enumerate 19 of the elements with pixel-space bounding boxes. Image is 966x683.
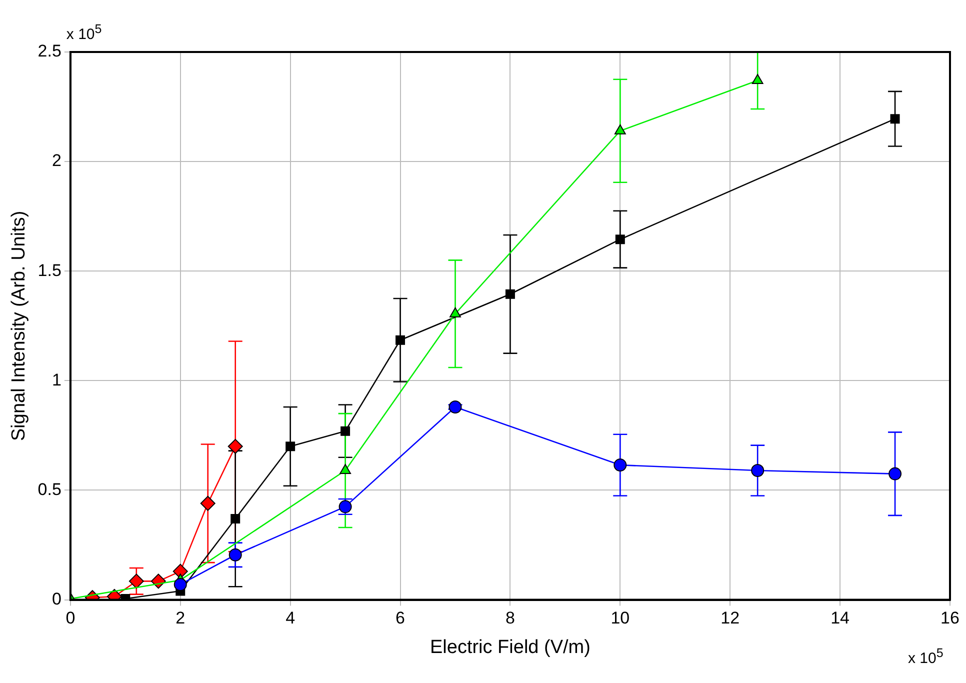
x-tick-label: 0 (66, 608, 76, 628)
x-tick-label: 14 (830, 608, 850, 628)
y-tick-label: 1 (52, 370, 62, 390)
x-tick-label: 8 (505, 608, 515, 628)
y-axis-title: Signal Intensity (Arb. Units) (8, 210, 30, 441)
x-tick-label: 16 (940, 608, 960, 628)
x-tick-label: 2 (176, 608, 186, 628)
y-tick-label: 0.5 (38, 480, 62, 499)
x-tick-label: 4 (286, 608, 296, 628)
text: x 10$^{5}$ (908, 646, 944, 667)
x-tick-label: 6 (396, 608, 406, 628)
y-tick-label: 0 (52, 589, 62, 608)
y-tick-label: 2.5 (38, 42, 62, 61)
x-tick-label: 10 (610, 608, 630, 628)
x-tick-label: 12 (720, 608, 740, 628)
text: x 10$^{5}$ (66, 22, 102, 43)
y-tick-label: 1.5 (38, 260, 62, 280)
y-tick-label: 2 (52, 151, 62, 170)
x-axis-title: Electric Field (V/m) (430, 636, 590, 658)
